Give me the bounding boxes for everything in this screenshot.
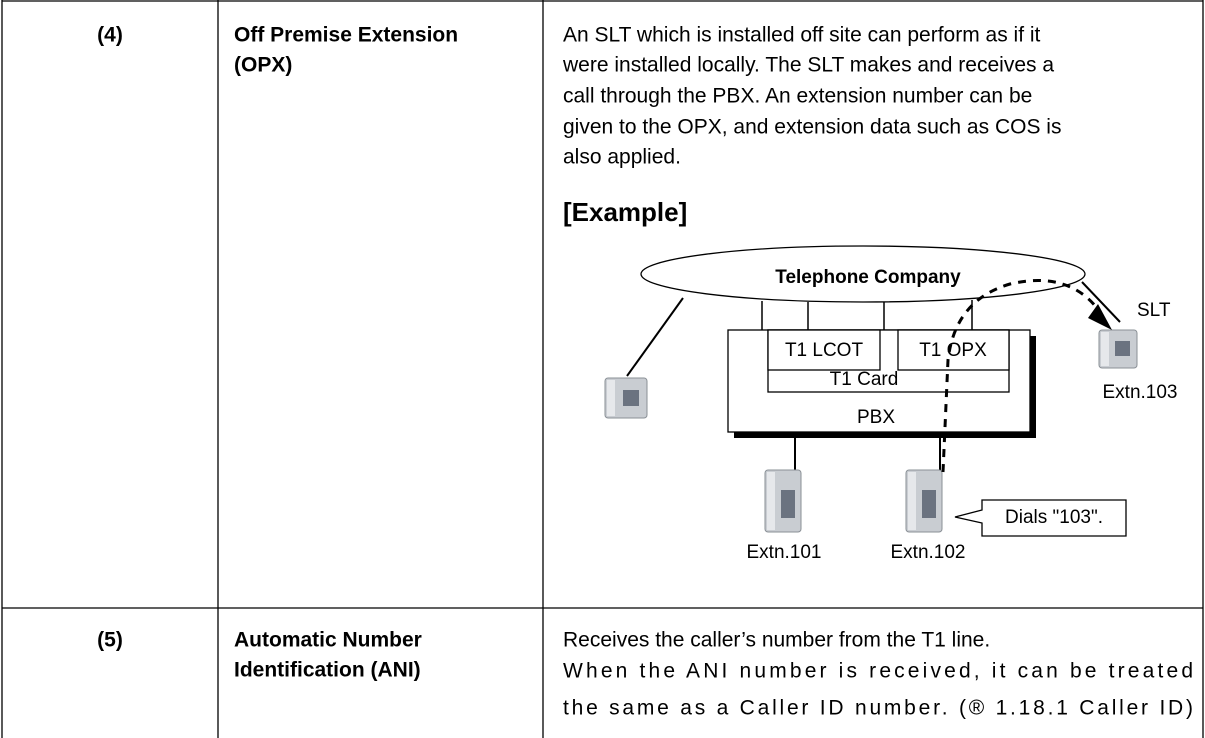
phone-icon [905,469,943,533]
diagram-label: Extn.103 [1103,382,1178,403]
diagram-label: T1 LCOT [785,340,864,361]
example-heading: [Example] [563,197,687,227]
description: the same as a Caller ID number. (® 1.18.… [563,697,1193,720]
diagram: Telephone Company T1 LCOT T1 OPX T1 Card… [604,245,1178,563]
feature-name: Identification (ANI) [234,659,421,682]
diagram-label: Telephone Company [775,267,961,288]
description: Receives the caller’s number from the T1… [563,629,990,652]
feature-name: Off Premise Extension [234,24,458,47]
company-cloud [640,245,1086,303]
diagram-label: T1 OPX [919,340,987,361]
phone-icon [764,469,802,533]
connectors [626,281,1121,470]
phone-icon [604,377,648,419]
diagram-label: T1 Card [830,369,899,390]
diagram-label: PBX [857,407,895,428]
description: call through the PBX. An extension numbe… [563,85,1032,108]
description: also applied. [563,146,681,169]
feature-name: (OPX) [234,54,292,77]
description: When the ANI number is received, it can … [563,660,1193,683]
call-path [941,279,1102,473]
diagram-label: Extn.102 [891,542,966,563]
arrowhead [1088,304,1112,330]
row-number: (4) [97,24,123,47]
callout [954,499,1127,537]
phone-icon [1098,329,1138,369]
feature-name: Automatic Number [234,629,422,652]
opx-box [897,329,1010,371]
description: were installed locally. The SLT makes an… [562,54,1054,77]
lcot-box [767,329,881,371]
diagram-label: Dials "103". [1005,507,1103,528]
diagram-label: SLT [1137,300,1171,321]
description: given to the OPX, and extension data suc… [563,116,1061,139]
row-number: (5) [97,629,123,652]
diagram-label: Extn.101 [747,542,822,563]
description: An SLT which is installed off site can p… [563,24,1041,47]
